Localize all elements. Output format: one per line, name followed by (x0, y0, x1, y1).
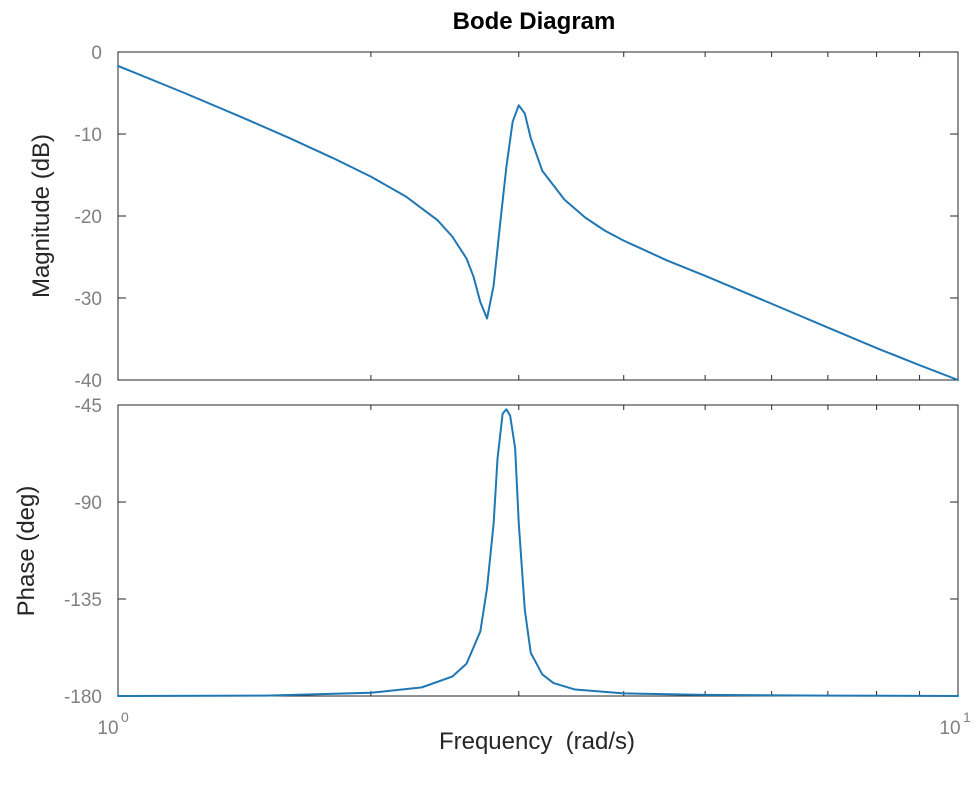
phase-y-tick-label: -90 (75, 493, 102, 514)
magnitude-y-tick-label: -40 (75, 371, 102, 392)
phase-y-tick-label: -135 (64, 590, 102, 611)
x-axis-label: Frequency (rad/s) (439, 728, 635, 755)
magnitude-y-axis-label: Magnitude (dB) (28, 134, 55, 298)
phase-y-ticks: -45 -90 -135 -180 (64, 396, 958, 708)
magnitude-panel: 0 -10 -20 -30 -40 Magnitude (dB) (28, 43, 959, 392)
magnitude-x-ticks (370, 52, 921, 380)
magnitude-y-ticks: 0 -10 -20 -30 -40 (75, 43, 958, 392)
phase-series-line (117, 408, 959, 697)
phase-y-axis-label: Phase (deg) (13, 486, 40, 617)
magnitude-y-tick-label: -10 (75, 125, 102, 146)
chart-title: Bode Diagram (453, 8, 616, 35)
magnitude-y-tick-label: -20 (75, 207, 102, 228)
phase-axes-box (117, 404, 959, 697)
x-tick-label: 10 (97, 718, 118, 739)
magnitude-y-tick-label: -30 (75, 289, 102, 310)
phase-x-ticks (370, 405, 921, 696)
phase-panel: -45 -90 -135 -180 Phase (deg) (13, 396, 959, 708)
phase-y-tick-label: -180 (64, 687, 102, 708)
magnitude-y-tick-label: 0 (91, 43, 102, 64)
magnitude-series-line (117, 64, 959, 381)
x-tick-exponent: 1 (963, 709, 971, 725)
magnitude-axes-box (117, 51, 959, 381)
phase-y-tick-label: -45 (75, 396, 102, 417)
x-tick-exponent: 0 (121, 709, 129, 725)
x-tick-label: 10 (939, 718, 960, 739)
